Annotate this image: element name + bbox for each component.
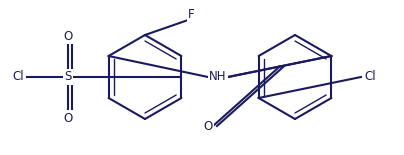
Text: O: O (203, 120, 213, 133)
Text: F: F (188, 7, 194, 20)
Text: NH: NH (209, 71, 227, 84)
Text: S: S (64, 71, 72, 84)
Text: O: O (63, 111, 73, 124)
Text: Cl: Cl (12, 71, 24, 84)
Text: O: O (63, 29, 73, 42)
Text: Cl: Cl (364, 71, 376, 84)
